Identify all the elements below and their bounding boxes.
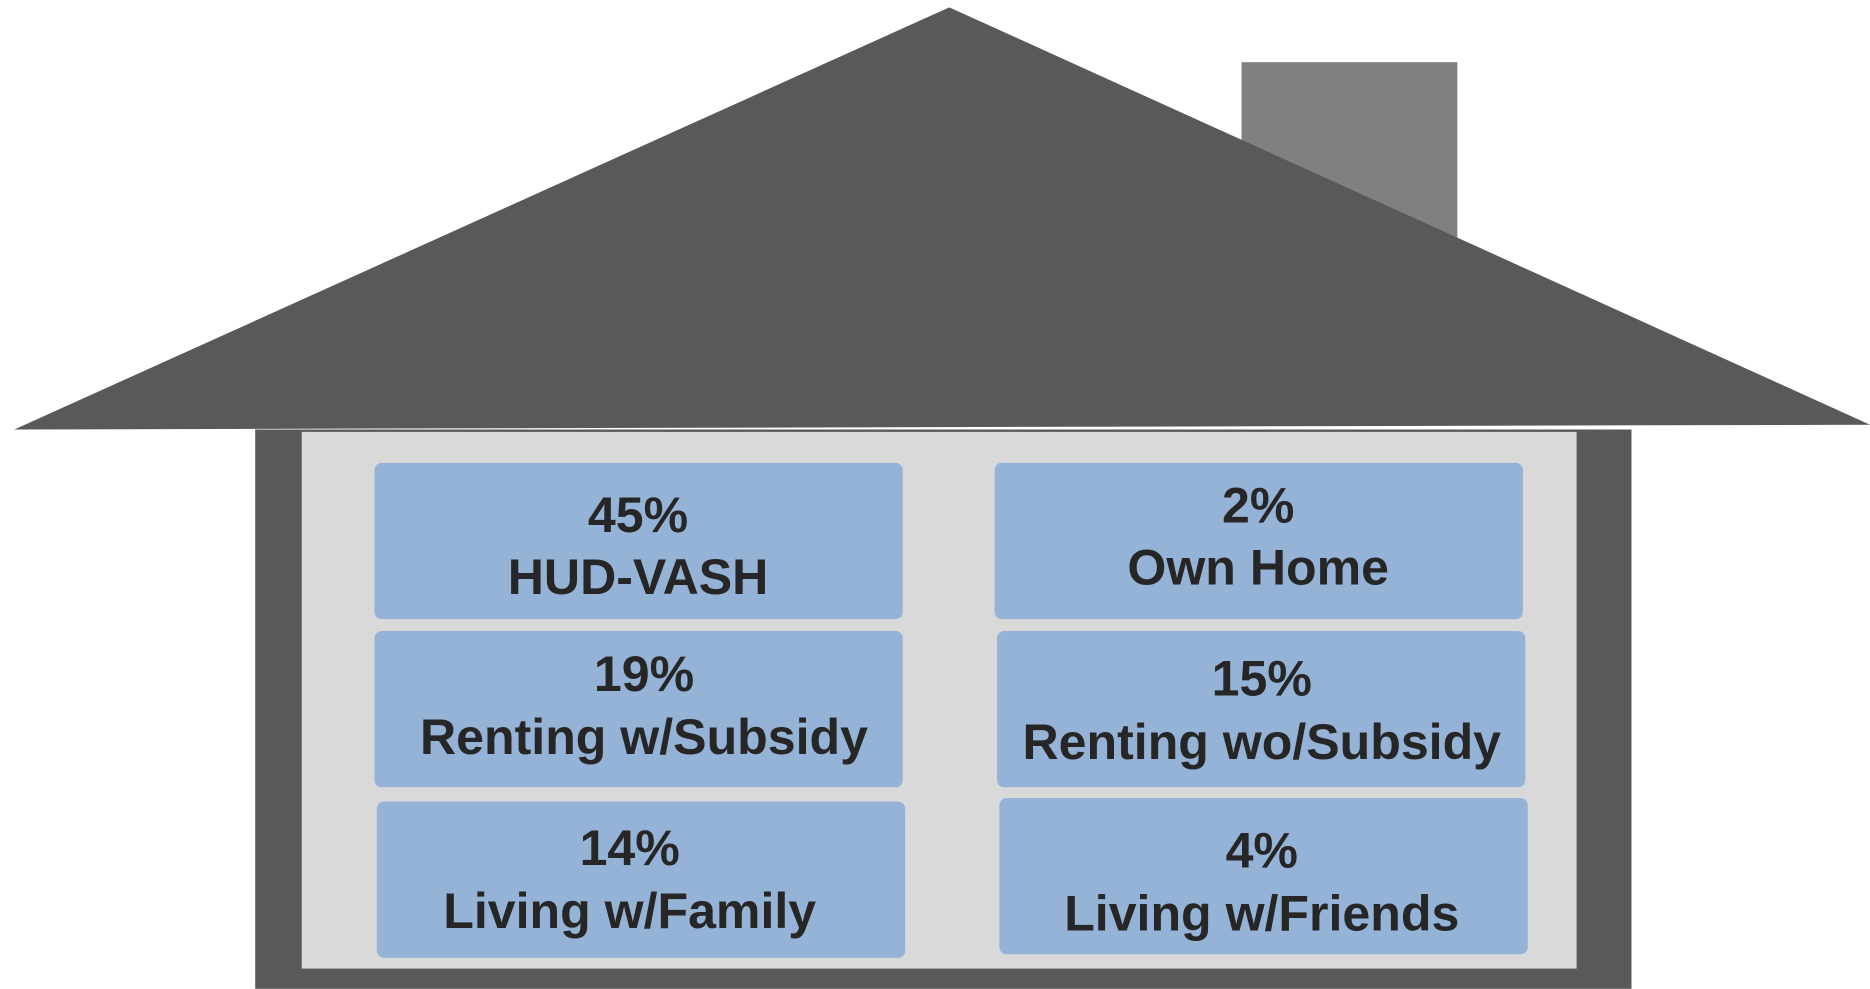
box-percent: 14%: [580, 820, 680, 876]
box-label: Own Home: [1127, 540, 1389, 596]
housing-box: [997, 631, 1526, 788]
box-percent: 4%: [1226, 822, 1298, 878]
box-percent: 2%: [1222, 478, 1294, 534]
box-label: HUD-VASH: [508, 549, 769, 605]
housing-box: [994, 462, 1523, 620]
box-percent: 45%: [588, 487, 688, 543]
box-percent: 19%: [594, 646, 694, 702]
box-label: Renting wo/Subsidy: [1023, 714, 1502, 770]
box-label: Renting w/Subsidy: [420, 709, 868, 765]
housing-box: [999, 798, 1528, 955]
housing-box: [374, 462, 903, 620]
box-percent: 15%: [1212, 651, 1312, 707]
box-label: Living w/Family: [443, 883, 816, 939]
box-label: Living w/Friends: [1064, 886, 1459, 942]
housing-box: [374, 631, 903, 788]
housing-box: [376, 801, 906, 958]
roof: [14, 7, 1870, 430]
